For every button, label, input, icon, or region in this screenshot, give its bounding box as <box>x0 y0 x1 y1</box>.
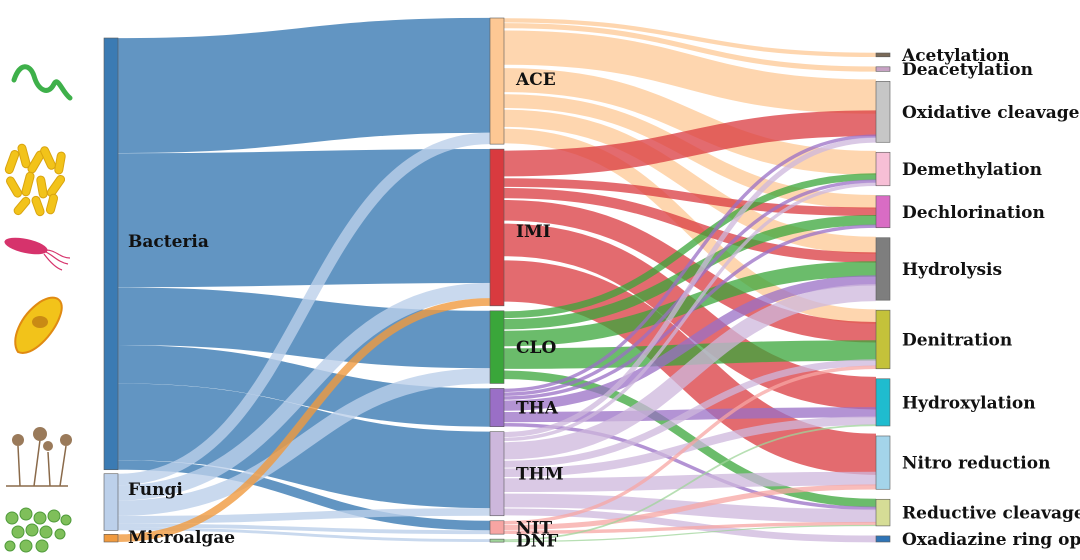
label-thm: THM <box>516 465 564 485</box>
node-ace <box>489 17 505 145</box>
label-dechlorination: Dechlorination <box>902 203 1045 223</box>
flow-bacteria-imi <box>117 148 491 288</box>
flow-tha-oxidative <box>503 134 877 393</box>
node-acetylation <box>875 52 891 58</box>
node-dnf <box>489 538 505 543</box>
ciliate-protozoa-icon <box>14 296 63 354</box>
label-dnf: DNF <box>516 532 558 552</box>
label-tha: THA <box>516 399 559 419</box>
label-bacteria: Bacteria <box>128 232 209 252</box>
node-deacetylation <box>875 66 891 72</box>
organism-icons <box>4 64 73 553</box>
label-microalgae: Microalgae <box>128 528 235 548</box>
flow-tha-reductive <box>503 423 877 511</box>
label-acetylation: Acetylation <box>901 46 1010 66</box>
flow-nit-denitration <box>503 365 877 525</box>
flow-bacteria-clo <box>117 287 491 369</box>
organism-to-pesticide-links <box>117 17 491 543</box>
label-ace: ACE <box>515 70 556 90</box>
flow-imi-dechlorination <box>503 178 877 217</box>
flow-ace-demethylation <box>503 68 877 175</box>
label-deacetylation: Deacetylation <box>902 60 1033 80</box>
flow-thm-oxidative <box>503 137 877 438</box>
flow-dnf-reductive <box>503 524 877 543</box>
flow-clo-denitration <box>503 340 877 369</box>
label-fungi: Fungi <box>128 480 183 500</box>
flow-tha-hydrolysis <box>503 275 877 411</box>
pesticide-to-pathway-links <box>503 18 877 543</box>
flow-ace-hydrolysis <box>503 109 877 254</box>
microalgae-cells-icon <box>4 507 72 553</box>
label-oxadiazine: Oxadiazine ring open <box>902 530 1080 550</box>
node-nit <box>489 520 505 535</box>
sankey-labels: Bacteria Fungi Microalgae ACE IMI CLO THA THM NI… <box>128 46 1080 552</box>
flow-clo-dechlorination <box>503 214 877 330</box>
node-microalgae <box>103 534 119 543</box>
node-imi <box>489 148 505 307</box>
flow-nit-nitro <box>503 484 877 531</box>
flow-fungi-clo <box>117 368 491 516</box>
flow-clo-demethylation <box>503 173 877 319</box>
node-nitro <box>875 435 891 490</box>
label-demethylation: Demethylation <box>902 160 1042 180</box>
flow-ace-deacetylation <box>503 23 877 72</box>
node-oxidative <box>875 81 891 143</box>
flow-fungi-ace <box>117 132 491 486</box>
flow-ace-oxidative <box>503 30 877 114</box>
flow-nit-reductive <box>503 521 877 534</box>
node-fungi <box>103 473 119 531</box>
node-reductive <box>875 498 891 527</box>
node-hydrolysis <box>875 237 891 301</box>
flow-fungi-imi <box>117 282 491 501</box>
flagellated-bacteria-icon <box>4 237 71 271</box>
node-thm <box>489 431 505 517</box>
flow-microalgae-imi <box>117 298 491 542</box>
flow-imi-oxidative <box>503 110 877 177</box>
flow-imi-hydroxylation <box>503 223 877 410</box>
label-clo: CLO <box>516 338 556 358</box>
flow-clo-hydrolysis <box>503 261 877 347</box>
flow-ace-acetylation <box>503 18 877 58</box>
flow-thm-denitration <box>503 359 877 468</box>
label-nitro: Nitro reduction <box>902 454 1050 474</box>
label-imi: IMI <box>516 222 551 242</box>
label-denitration: Denitration <box>902 330 1012 350</box>
node-demethylation <box>875 151 891 187</box>
label-hydroxylation: Hydroxylation <box>902 393 1036 413</box>
flow-thm-demethylation <box>503 182 877 442</box>
flow-thm-oxadiazine <box>503 508 877 543</box>
node-tha <box>489 388 505 427</box>
node-hydroxylation <box>875 378 891 427</box>
label-oxidative: Oxidative cleavage <box>902 103 1080 123</box>
sankey-nodes <box>103 17 891 543</box>
flow-imi-hydrolysis <box>503 187 877 263</box>
node-denitration <box>875 309 891 370</box>
flow-bacteria-ace <box>117 17 491 154</box>
label-hydrolysis: Hydrolysis <box>902 260 1002 280</box>
node-clo <box>489 310 505 384</box>
flow-thm-hydrolysis <box>503 283 877 460</box>
flow-fungi-thm <box>117 508 491 524</box>
node-oxadiazine <box>875 535 891 543</box>
node-bacteria <box>103 37 119 471</box>
node-dechlorination <box>875 195 891 229</box>
fungi-sporangia-icon <box>6 427 72 487</box>
label-nit: NIT <box>516 518 552 538</box>
spirillum-bacteria-icon <box>11 64 73 101</box>
rod-bacteria-cluster-icon <box>4 143 66 217</box>
label-reductive: Reductive cleavage <box>902 504 1080 524</box>
flow-dnf-hydroxylation <box>503 424 877 541</box>
